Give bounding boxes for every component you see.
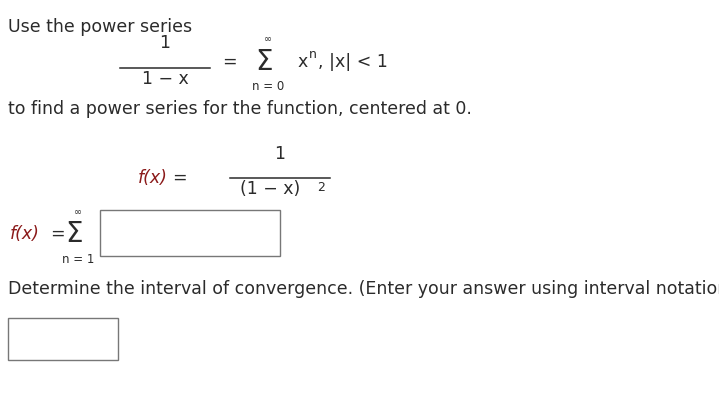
Text: ∞: ∞ — [264, 34, 272, 44]
Text: Σ: Σ — [255, 48, 273, 76]
Text: n = 1: n = 1 — [62, 253, 94, 266]
Text: (1 − x): (1 − x) — [240, 180, 300, 198]
Text: Use the power series: Use the power series — [8, 18, 192, 36]
Text: x: x — [298, 53, 308, 71]
FancyBboxPatch shape — [8, 318, 118, 360]
Text: n = 0: n = 0 — [252, 80, 284, 93]
Text: n: n — [309, 48, 317, 61]
Text: 1: 1 — [275, 145, 285, 163]
Text: 1 − x: 1 − x — [142, 70, 188, 88]
Text: Determine the interval of convergence. (Enter your answer using interval notatio: Determine the interval of convergence. (… — [8, 280, 719, 298]
Text: 2: 2 — [317, 181, 325, 194]
Text: =: = — [222, 53, 237, 71]
Text: to find a power series for the function, centered at 0.: to find a power series for the function,… — [8, 100, 472, 118]
Text: f(x): f(x) — [138, 169, 168, 187]
Text: =: = — [50, 225, 65, 243]
Text: Σ: Σ — [65, 220, 83, 248]
Text: f(x): f(x) — [10, 225, 40, 243]
Text: 1: 1 — [160, 34, 170, 52]
Text: , |x| < 1: , |x| < 1 — [318, 53, 388, 71]
Text: =: = — [172, 169, 187, 187]
FancyBboxPatch shape — [100, 210, 280, 256]
Text: ∞: ∞ — [74, 207, 82, 217]
